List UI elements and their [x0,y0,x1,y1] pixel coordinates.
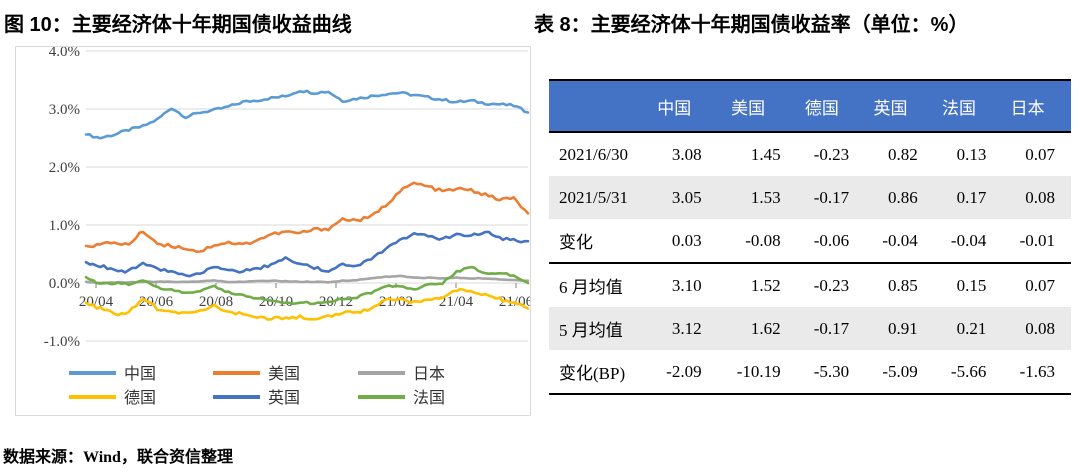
table-cell: -0.08 [717,219,797,264]
y-axis-label: 4.0% [49,47,80,60]
source-note: 数据来源：Wind，联合资信整理 [3,449,233,466]
table-cell: 3.05 [649,176,718,219]
y-axis-label: -1.0% [44,334,80,350]
table-cell: 0.07 [1025,275,1055,295]
y-axis-label: 2.0% [49,160,80,176]
series-line-us [84,181,530,253]
table-row-label: 2021/5/31 [549,176,649,219]
table-cell: 1.52 [750,275,781,295]
table-cell: 0.91 [865,307,934,350]
yield-curve-chart: 4.0% 3.0% 2.0% 1.0% 0.0% -1.0% 20/04 20/06 20/08… [44,47,530,407]
table-head: 中国 美国 德国 英国 法国 日本 [549,80,1071,133]
table-cell: 1.53 [717,176,797,219]
table-row-label: 5 月均值 [549,307,649,350]
table-row: 5 月均值 3.12 1.62 -0.17 0.91 0.21 0.08 [549,307,1071,350]
x-axis-label: 20/04 [79,294,114,310]
table-row: 6 月均值 3.10 1.52 -0.23 0.85 0.15 0.07 [549,263,1071,307]
x-axis-label: 20/08 [199,294,233,310]
table-cell: -0.04 [865,219,934,264]
table-header-cell: 日本 [1002,80,1071,133]
table-cell: 0.17 [933,176,1003,219]
legend-label-germany: 德国 [124,389,156,407]
yield-table: 中国 美国 德国 英国 法国 日本 2021/6/30 3.08 1.45 -0.23 0.82 0… [549,79,1071,395]
table-cell: -5.30 [813,361,850,381]
table-cell: -0.17 [796,176,866,219]
table-header-cell: 德国 [796,80,866,133]
table-row: 2021/6/30 3.08 1.45 -0.23 0.82 0.13 0.07 [549,132,1071,176]
table-cell: 0.13 [956,144,987,164]
table-row-label: 变化 [549,219,649,264]
table-cell: -0.23 [813,275,850,295]
figure-title: 图 10：主要经济体十年期国债收益曲线 [4,14,352,36]
table-cell: -0.06 [796,219,866,264]
table-cell: 0.08 [1002,307,1071,350]
y-axis-label: 1.0% [49,218,80,234]
table-row-label: 变化(BP) [559,364,626,383]
table-cell: 0.03 [649,219,718,264]
table-cell: 0.86 [865,176,934,219]
table-title: 表 8：主要经济体十年期国债收益率（单位：%） [534,14,969,36]
table-container: 中国 美国 德国 英国 法国 日本 2021/6/30 3.08 1.45 -0.23 0.82 0… [549,79,1071,395]
table-row: 2021/5/31 3.05 1.53 -0.17 0.86 0.17 0.08 [549,176,1071,219]
table-cell: 0.15 [956,275,987,295]
legend-label-us: 美国 [268,365,300,383]
y-axis-label: 3.0% [49,102,80,118]
table-row: 变化(BP) -2.09 -10.19 -5.30 -5.09 -5.66 -1.63 [549,350,1071,394]
legend-label-china: 中国 [124,365,156,383]
table-cell: 3.12 [649,307,718,350]
table-header-cell: 英国 [865,80,934,133]
table-cell: -0.17 [796,307,866,350]
table-cell: 0.07 [1025,144,1055,164]
table-cell: 1.62 [717,307,797,350]
table-body: 2021/6/30 3.08 1.45 -0.23 0.82 0.13 0.07 2021/5… [549,132,1071,394]
legend-label-japan: 日本 [413,365,445,383]
table-cell: -5.09 [882,361,918,381]
table-cell: 0.21 [933,307,1003,350]
series-line-uk [84,230,530,278]
table-cell: -0.23 [813,144,850,164]
table-cell: -5.66 [950,361,987,381]
table-cell: 1.45 [750,144,781,164]
legend-label-uk: 英国 [268,389,300,407]
table-header-cell [549,80,649,133]
series-line-china [84,89,530,140]
table-header-cell: 法国 [933,80,1003,133]
table-header-row: 中国 美国 德国 英国 法国 日本 [549,80,1071,133]
x-axis-label: 20/06 [139,294,174,310]
table-cell: -2.09 [666,361,702,381]
table-row-label: 2021/6/30 [559,144,628,164]
table-cell: 0.08 [1002,176,1071,219]
table-row-label: 6 月均值 [559,278,623,297]
chart-area: 4.0% 3.0% 2.0% 1.0% 0.0% -1.0% 20/04 20/06 20/08… [15,46,531,416]
series-line-japan [84,274,530,285]
table-header-cell: 美国 [717,80,797,133]
table-cell: -10.19 [736,361,781,381]
x-axis-label: 21/04 [439,294,474,310]
series-line-germany [84,287,530,321]
table-row: 变化 0.03 -0.08 -0.06 -0.04 -0.04 -0.01 [549,219,1071,264]
table-cell: 0.85 [888,275,918,295]
legend-label-france: 法国 [413,389,445,407]
series-line-france [84,265,530,306]
table-cell: -0.04 [933,219,1003,264]
table-cell: 0.82 [888,144,918,164]
table-cell: 3.10 [671,275,702,295]
table-cell: -0.01 [1002,219,1071,264]
table-cell: -1.63 [1019,361,1055,381]
table-cell: 3.08 [671,144,702,164]
y-axis-label: 0.0% [49,276,80,292]
table-header-cell: 中国 [649,80,718,133]
